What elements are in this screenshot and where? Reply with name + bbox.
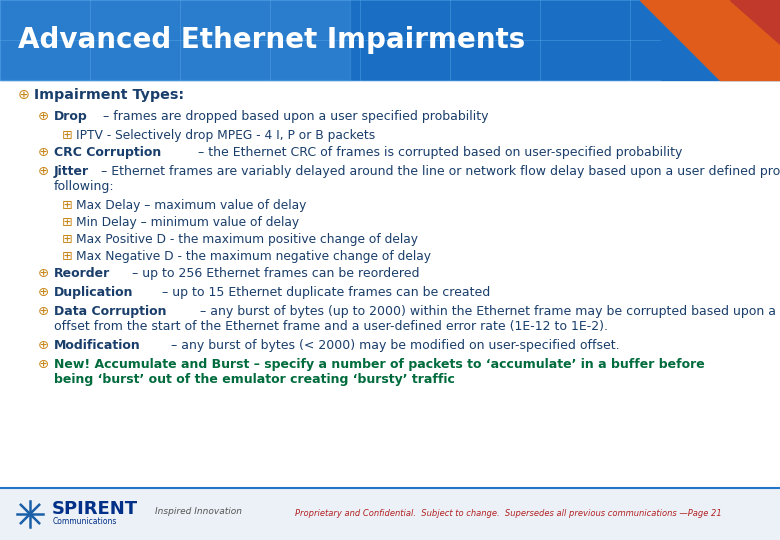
Text: Advanced Ethernet Impairments: Advanced Ethernet Impairments [18, 26, 525, 54]
Text: ⊕: ⊕ [38, 305, 49, 318]
Text: IPTV - Selectively drop MPEG - 4 I, P or B packets: IPTV - Selectively drop MPEG - 4 I, P or… [76, 129, 375, 142]
Text: ⊕: ⊕ [38, 146, 49, 159]
Text: Reorder: Reorder [54, 267, 110, 280]
Text: ⊕: ⊕ [18, 88, 30, 102]
Text: ⊕: ⊕ [38, 358, 49, 371]
Text: following:: following: [54, 180, 115, 193]
Text: Jitter: Jitter [54, 165, 89, 178]
Text: ⊞: ⊞ [62, 129, 73, 142]
Text: Data Corruption: Data Corruption [54, 305, 166, 318]
Text: ⊞: ⊞ [62, 216, 73, 229]
Text: Min Delay – minimum value of delay: Min Delay – minimum value of delay [76, 216, 299, 229]
Text: Max Positive D - the maximum positive change of delay: Max Positive D - the maximum positive ch… [76, 233, 418, 246]
Text: CRC Corruption: CRC Corruption [54, 146, 161, 159]
Text: – frames are dropped based upon a user specified probability: – frames are dropped based upon a user s… [99, 110, 488, 123]
Text: Proprietary and Confidential.  Subject to change.  Supersedes all previous commu: Proprietary and Confidential. Subject to… [295, 510, 722, 518]
Bar [0, 0, 780, 80]
Text: Max Delay – maximum value of delay: Max Delay – maximum value of delay [76, 199, 307, 212]
Text: Max Negative D - the maximum negative change of delay: Max Negative D - the maximum negative ch… [76, 250, 431, 263]
Text: ⊕: ⊕ [38, 286, 49, 299]
Text: ⊕: ⊕ [38, 165, 49, 178]
Text: – up to 256 Ethernet frames can be reordered: – up to 256 Ethernet frames can be reord… [128, 267, 420, 280]
Text: – up to 15 Ethernet duplicate frames can be created: – up to 15 Ethernet duplicate frames can… [158, 286, 490, 299]
Text: Communications: Communications [53, 516, 117, 525]
Polygon shape [730, 0, 780, 44]
Text: ⊕: ⊕ [38, 267, 49, 280]
Text: ⊞: ⊞ [62, 250, 73, 263]
Text: being ‘burst’ out of the emulator creating ‘bursty’ traffic: being ‘burst’ out of the emulator creati… [54, 373, 455, 386]
Text: – the Ethernet CRC of frames is corrupted based on user-specified probability: – the Ethernet CRC of frames is corrupte… [193, 146, 682, 159]
Bar [0, 0, 350, 80]
Text: ⊕: ⊕ [38, 339, 49, 352]
Text: Inspired Innovation: Inspired Innovation [155, 507, 242, 516]
Text: Duplication: Duplication [54, 286, 133, 299]
Text: SPIRENT: SPIRENT [52, 500, 138, 518]
Text: Modification: Modification [54, 339, 140, 352]
Polygon shape [640, 0, 780, 80]
Text: ⊕: ⊕ [38, 110, 49, 123]
Text: Impairment Types:: Impairment Types: [34, 88, 184, 102]
Text: offset from the start of the Ethernet frame and a user-defined error rate (1E-12: offset from the start of the Ethernet fr… [54, 320, 608, 333]
Text: Drop: Drop [54, 110, 87, 123]
Text: ⊞: ⊞ [62, 199, 73, 212]
Bar [0, 488, 780, 540]
Text: – Ethernet frames are variably delayed around the line or network flow delay bas: – Ethernet frames are variably delayed a… [101, 165, 780, 178]
Text: – any burst of bytes (up to 2000) within the Ethernet frame may be corrupted bas: – any burst of bytes (up to 2000) within… [200, 305, 780, 318]
Text: – any burst of bytes (< 2000) may be modified on user-specified offset.: – any burst of bytes (< 2000) may be mod… [167, 339, 620, 352]
Text: ⊞: ⊞ [62, 233, 73, 246]
Text: New! Accumulate and Burst – specify a number of packets to ‘accumulate’ in a buf: New! Accumulate and Burst – specify a nu… [54, 358, 705, 371]
